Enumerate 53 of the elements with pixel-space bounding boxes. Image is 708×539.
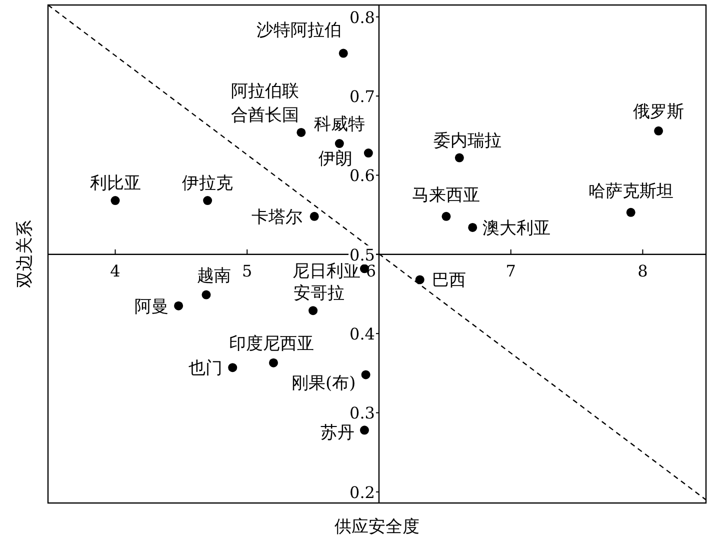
annotation: 委内瑞拉 (433, 130, 502, 151)
x-tick-label: 5 (242, 261, 252, 280)
annotation: 苏丹 (320, 423, 354, 444)
y-tick-label: 0.6 (350, 166, 375, 186)
point (202, 290, 211, 300)
annotation: 卡塔尔 (251, 207, 302, 228)
point (110, 196, 120, 206)
annotation: 沙特阿拉伯 (256, 20, 342, 40)
annotation: 马来西亚 (412, 185, 480, 206)
point (442, 212, 451, 221)
y-axis-title: 双边关系 (15, 220, 35, 288)
y-tick-label: 0.7 (350, 87, 375, 106)
annotation: 巴西 (432, 270, 466, 291)
annotation: 阿拉伯联合酋长国 (231, 81, 300, 126)
point (203, 196, 212, 206)
annotation: 利比亚 (90, 174, 141, 194)
x-tick-label: 8 (638, 261, 648, 280)
annotation: 俄罗斯 (633, 102, 684, 122)
x-tick-label: 4 (110, 261, 120, 280)
point (296, 128, 306, 137)
y-tick-label: 0.4 (350, 324, 375, 344)
annotation: 科威特 (314, 114, 365, 135)
y-tick-label: 0.3 (350, 404, 375, 423)
annotation: 安哥拉 (294, 284, 345, 304)
annotation: 伊朗 (318, 149, 352, 170)
annotation: 刚果(布) (292, 374, 356, 394)
annotation: 印度尼西亚 (228, 334, 314, 354)
x-axis-title: 供应安全度 (334, 517, 420, 537)
x-tick-label: 7 (506, 261, 516, 280)
point (268, 358, 278, 368)
point (654, 126, 664, 136)
y-tick-label: 0.5 (350, 245, 375, 264)
annotation: 阿曼 (134, 296, 169, 317)
point (626, 208, 636, 217)
point (334, 139, 344, 148)
annotation: 伊拉克 (182, 174, 234, 194)
y-tick-label: 0.8 (350, 8, 375, 27)
annotation: 哈萨克斯坦 (588, 181, 674, 202)
point (310, 212, 319, 221)
point (360, 426, 369, 435)
point (228, 363, 238, 372)
y-tick-label: 0.2 (350, 482, 375, 502)
annotation: 越南 (197, 266, 232, 286)
point (361, 370, 370, 380)
point (468, 222, 478, 232)
annotation: 也门 (188, 358, 223, 379)
point (308, 306, 318, 316)
point (415, 275, 424, 284)
point (364, 148, 373, 158)
point (338, 48, 348, 58)
annotation: 澳大利亚 (482, 218, 551, 238)
point (454, 153, 464, 162)
point (174, 301, 184, 310)
